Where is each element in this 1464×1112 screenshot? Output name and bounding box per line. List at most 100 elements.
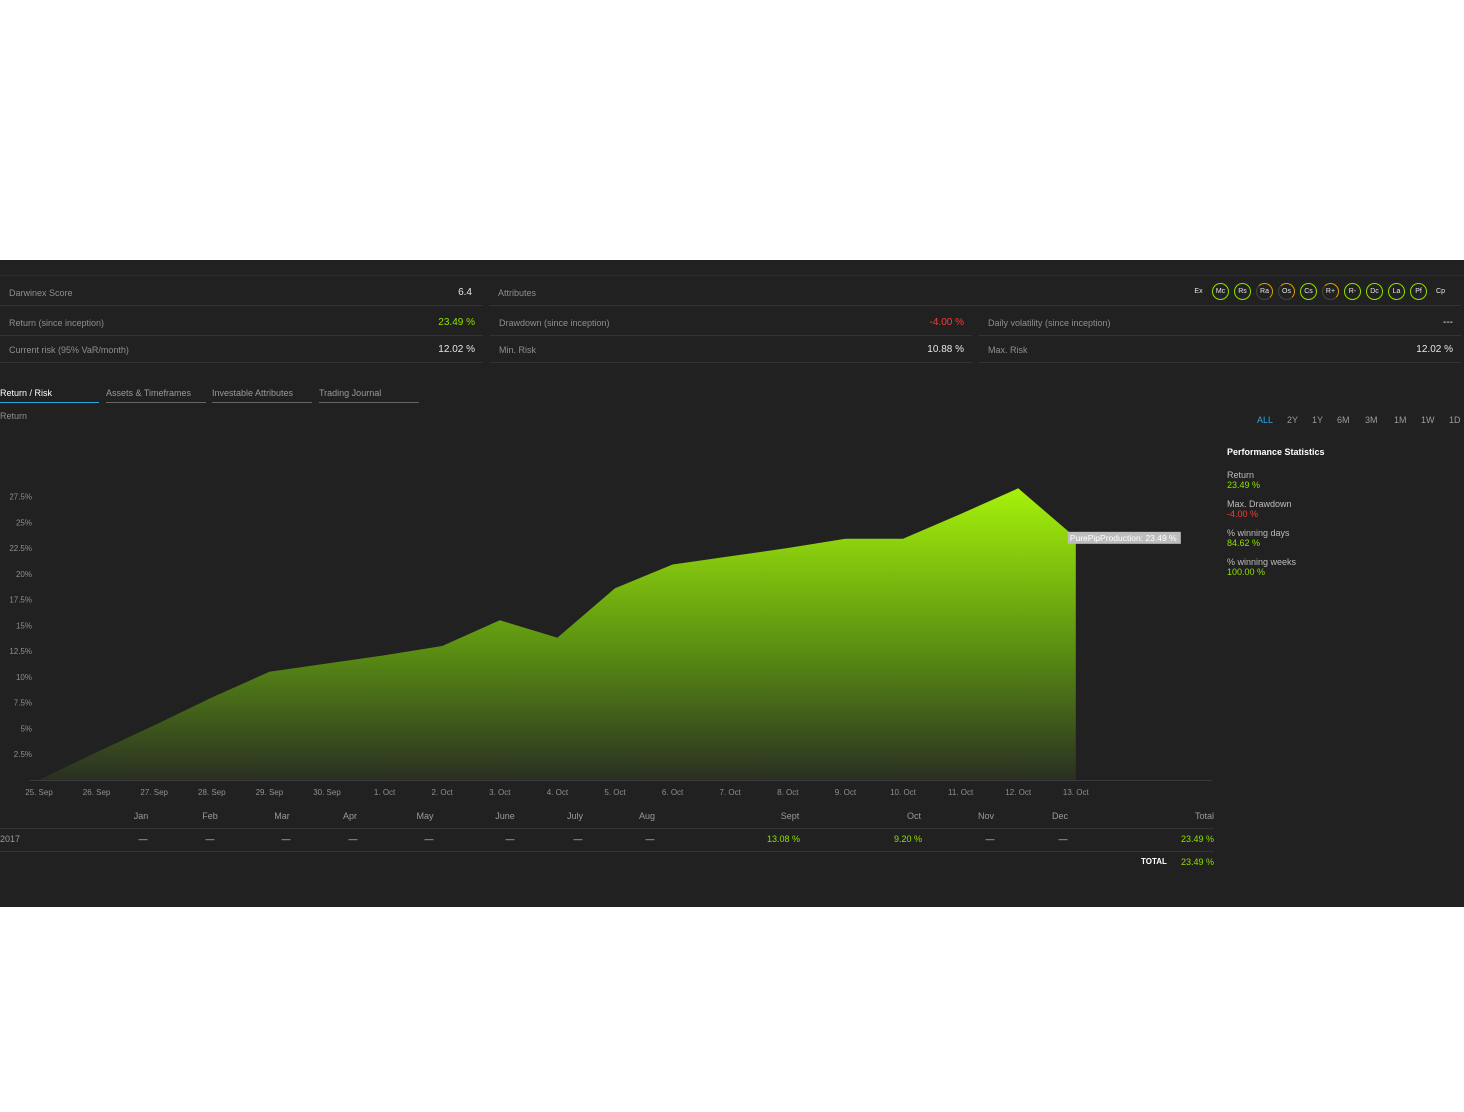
x-tick-label: 30. Sep	[313, 788, 341, 797]
return-area-series	[39, 488, 1076, 780]
x-tick-label: 6. Oct	[662, 788, 684, 797]
attribute-badge-rplus[interactable]: R+	[1322, 283, 1339, 300]
attribute-badge-cp[interactable]: Cp	[1436, 288, 1445, 295]
x-tick-label: 27. Sep	[140, 788, 168, 797]
y-tick-label: 20%	[16, 570, 32, 579]
return-value: 23.49 %	[438, 317, 475, 328]
timeframe-1m[interactable]: 1M	[1394, 415, 1407, 425]
y-tick-label: 27.5%	[9, 493, 32, 502]
month-header-apr: Apr	[342, 811, 357, 821]
attribute-badge-rs[interactable]: Rs	[1234, 283, 1251, 300]
tab-investable-attributes[interactable]: Investable Attributes	[212, 388, 312, 403]
attribute-badge-la[interactable]: La	[1388, 283, 1405, 300]
timeframe-2y[interactable]: 2Y	[1287, 415, 1299, 425]
x-tick-label: 29. Sep	[256, 788, 284, 797]
grand-total-value: 23.49 %	[1181, 857, 1215, 867]
attribute-badge-ra[interactable]: Ra	[1256, 283, 1273, 300]
y-tick-label: 17.5%	[9, 596, 32, 605]
month-header-oct: Oct	[906, 811, 921, 821]
x-tick-label: 3. Oct	[489, 788, 511, 797]
darwinex-score-cell: Darwinex Score 6.4	[0, 279, 483, 306]
month-header-nov: Nov	[977, 811, 994, 821]
tab-assets-timeframes[interactable]: Assets & Timeframes	[106, 388, 206, 403]
attribute-badge-ex[interactable]: Ex	[1194, 288, 1203, 295]
month-value-total: 23.49 %	[1180, 834, 1214, 844]
stat-max-drawdown-value: -4.00 %	[1227, 509, 1259, 519]
y-tick-label: 15%	[16, 621, 32, 630]
timeframe-1d[interactable]: 1D	[1449, 415, 1461, 425]
timeframe-6m[interactable]: 6M	[1337, 415, 1350, 425]
volatility-cell: Daily volatility (since inception) ---	[979, 309, 1461, 336]
attribute-badge-pf[interactable]: Pf	[1410, 283, 1427, 300]
grand-total-label: TOTAL	[1141, 857, 1167, 866]
current-risk-value: 12.02 %	[438, 344, 475, 355]
x-tick-label: 2. Oct	[432, 788, 454, 797]
attribute-badge-dc[interactable]: Dc	[1366, 283, 1383, 300]
volatility-label: Daily volatility (since inception)	[988, 318, 1111, 328]
performance-title: Performance Statistics	[1227, 447, 1325, 457]
tooltip-text: PurePipProduction: 23.49 %	[1070, 533, 1177, 543]
current-risk-cell: Current risk (95% VaR/month) 12.02 %	[0, 336, 483, 363]
x-tick-label: 4. Oct	[547, 788, 569, 797]
min-risk-value: 10.88 %	[927, 344, 964, 355]
month-value-aug: —	[645, 834, 655, 844]
drawdown-value: -4.00 %	[929, 317, 964, 328]
stat-winning-days-label: % winning days	[1227, 528, 1290, 538]
month-value-july: —	[573, 834, 583, 844]
attributes-label: Attributes	[498, 288, 537, 298]
x-tick-label: 9. Oct	[835, 788, 857, 797]
return-label: Return (since inception)	[9, 318, 105, 328]
month-header-feb: Feb	[202, 811, 218, 821]
month-header-aug: Aug	[638, 811, 655, 821]
x-tick-label: 11. Oct	[948, 788, 974, 797]
month-header-july: July	[566, 811, 583, 821]
tooltip-box	[1067, 531, 1181, 544]
month-value-mar: —	[281, 834, 291, 844]
month-value-oct: 9.20 %	[893, 834, 922, 844]
x-tick-label: 7. Oct	[720, 788, 742, 797]
darwinex-score-value: 6.4	[458, 287, 472, 298]
year-label: 2017	[0, 834, 21, 844]
x-tick-label: 12. Oct	[1005, 788, 1032, 797]
x-tick-label: 8. Oct	[777, 788, 799, 797]
stat-return-label: Return	[1227, 470, 1255, 480]
x-tick-label: 13. Oct	[1063, 788, 1090, 797]
attribute-badge-os[interactable]: Os	[1278, 283, 1295, 300]
month-value-apr: —	[348, 834, 358, 844]
drawdown-label: Drawdown (since inception)	[499, 318, 610, 328]
timeframe-1w[interactable]: 1W	[1421, 415, 1435, 425]
month-value-may: —	[424, 834, 434, 844]
drawdown-cell: Drawdown (since inception) -4.00 %	[490, 309, 972, 336]
timeframe-1y[interactable]: 1Y	[1312, 415, 1324, 425]
month-value-jan: —	[138, 834, 148, 844]
attribute-badge-cs[interactable]: Cs	[1300, 283, 1317, 300]
attribute-badges: Ex Mc Rs Ra Os Cs R+ R- Dc La Pf Cp	[1190, 283, 1449, 300]
min-risk-cell: Min. Risk 10.88 %	[490, 336, 972, 363]
max-risk-label: Max. Risk	[988, 345, 1028, 355]
month-value-sept: 13.08 %	[766, 834, 800, 844]
darwin-panel: Darwinex Score 6.4 Attributes Ex Mc Rs Ra Os…	[0, 260, 1464, 907]
y-tick-label: 12.5%	[9, 647, 32, 656]
stat-return-value: 23.49 %	[1227, 480, 1261, 490]
stat-winning-weeks-value: 100.00 %	[1227, 567, 1266, 577]
top-divider	[0, 275, 1464, 276]
month-value-june: —	[505, 834, 515, 844]
x-tick-label: 26. Sep	[83, 788, 111, 797]
attribute-badge-mc[interactable]: Mc	[1212, 283, 1229, 300]
max-risk-value: 12.02 %	[1416, 344, 1453, 355]
month-header-june: June	[495, 811, 515, 821]
timeframe-3m[interactable]: 3M	[1365, 415, 1378, 425]
return-chart[interactable]: 2.5% 5% 7.5% 10% 12.5% 15% 17.5% 20% 22.5% 25% 27.…	[0, 430, 1220, 805]
darwinex-score-label: Darwinex Score	[9, 288, 73, 298]
x-tick-label: 10. Oct	[890, 788, 917, 797]
attribute-badge-rminus[interactable]: R-	[1344, 283, 1361, 300]
tab-trading-journal[interactable]: Trading Journal	[319, 388, 419, 403]
y-tick-label: 22.5%	[9, 544, 32, 553]
month-value-nov: —	[985, 834, 995, 844]
timeframe-all[interactable]: ALL	[1257, 415, 1274, 425]
month-header-jan: Jan	[133, 811, 149, 821]
stat-winning-weeks-label: % winning weeks	[1227, 557, 1297, 567]
month-value-dec: —	[1058, 834, 1068, 844]
tab-return-risk[interactable]: Return / Risk	[0, 388, 99, 403]
y-tick-label: 25%	[16, 518, 32, 527]
